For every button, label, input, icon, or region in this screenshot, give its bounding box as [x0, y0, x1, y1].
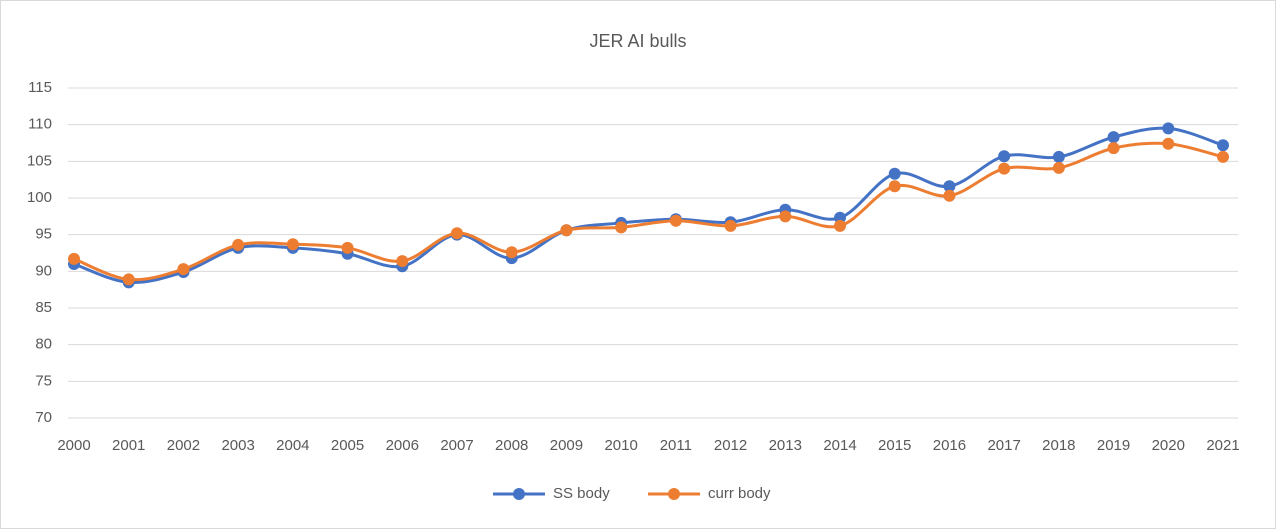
legend-marker	[668, 488, 680, 500]
x-tick-label: 2020	[1152, 437, 1185, 454]
x-tick-label: 2004	[276, 437, 309, 454]
x-tick-label: 2009	[550, 437, 583, 454]
point-marker	[943, 180, 956, 193]
legend-label: curr body	[708, 485, 771, 502]
y-tick-label: 70	[35, 409, 52, 426]
y-tick-label: 90	[35, 262, 52, 279]
point-marker	[122, 273, 135, 286]
point-marker	[560, 224, 573, 237]
x-tick-label: 2015	[878, 437, 911, 454]
x-tick-label: 2013	[769, 437, 802, 454]
x-tick-label: 2011	[660, 437, 692, 454]
point-marker	[286, 238, 299, 251]
point-marker	[724, 219, 737, 232]
point-marker	[998, 150, 1011, 163]
x-tick-label: 2005	[331, 437, 364, 454]
chart-title: JER AI bulls	[589, 31, 686, 51]
series-line	[73, 126, 1224, 285]
point-marker	[1052, 161, 1065, 174]
y-tick-label: 95	[35, 226, 52, 243]
x-tick-label: 2018	[1042, 437, 1075, 454]
x-tick-label: 2000	[57, 437, 90, 454]
series-line	[73, 141, 1224, 282]
point-marker	[505, 246, 518, 259]
y-tick-label: 115	[28, 79, 52, 96]
point-marker	[615, 221, 628, 234]
point-marker	[1217, 150, 1229, 163]
point-marker	[834, 219, 846, 232]
y-tick-label: 110	[28, 116, 52, 133]
point-marker	[68, 252, 80, 265]
point-marker	[232, 238, 245, 251]
x-tick-label: 2014	[823, 437, 856, 454]
x-tick-label: 2019	[1097, 437, 1130, 454]
legend-label: SS body	[553, 485, 610, 502]
point-marker	[669, 214, 682, 227]
x-tick-label: 2021	[1206, 437, 1239, 454]
x-tick-label: 2008	[495, 437, 528, 454]
point-marker	[998, 162, 1011, 175]
y-tick-label: 105	[27, 152, 52, 169]
point-marker	[341, 241, 354, 254]
x-tick-label: 2002	[167, 437, 200, 454]
y-tick-label: 100	[27, 189, 52, 206]
point-marker	[451, 227, 463, 240]
x-tick-label: 2003	[221, 437, 254, 454]
legend-marker	[513, 488, 525, 500]
x-tick-label: 2012	[714, 437, 747, 454]
x-tick-label: 2001	[112, 437, 145, 454]
point-marker	[1162, 122, 1175, 135]
point-marker	[888, 167, 901, 180]
x-tick-label: 2016	[933, 437, 966, 454]
y-tick-label: 85	[35, 299, 52, 316]
point-marker	[943, 189, 956, 202]
x-tick-label: 2017	[987, 437, 1020, 454]
point-marker	[888, 180, 901, 193]
y-tick-label: 80	[35, 336, 52, 353]
x-tick-label: 2006	[386, 437, 419, 454]
point-marker	[1217, 139, 1229, 152]
x-tick-label: 2010	[604, 437, 637, 454]
point-marker	[1107, 142, 1120, 155]
point-marker	[1162, 137, 1175, 150]
point-marker	[177, 263, 190, 276]
point-marker	[1052, 150, 1065, 163]
x-tick-label: 2007	[440, 437, 473, 454]
point-marker	[779, 210, 792, 223]
y-tick-label: 75	[35, 372, 52, 389]
point-marker	[1107, 131, 1120, 144]
point-marker	[396, 255, 409, 268]
